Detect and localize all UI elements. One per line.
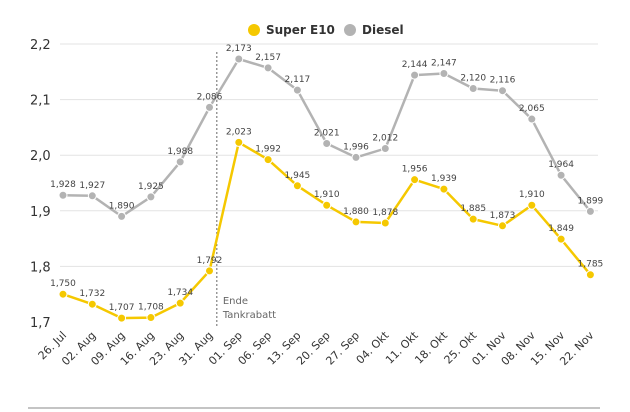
data-label: 1,885 [460, 204, 486, 214]
data-label: 1,890 [109, 201, 135, 211]
data-label: 1,750 [50, 279, 76, 289]
data-point [234, 54, 244, 64]
data-label: 1,785 [578, 260, 604, 270]
data-label: 1,878 [372, 208, 398, 218]
data-point [205, 266, 214, 276]
legend-label: Super E10 [266, 23, 335, 37]
data-point [322, 200, 332, 210]
data-label: 2,144 [402, 60, 428, 70]
data-label: 1,708 [138, 303, 164, 313]
data-point [234, 137, 244, 147]
series-line-0 [62, 141, 592, 320]
legend-item: Diesel [344, 23, 404, 37]
y-tick-label: 2,1 [30, 94, 51, 109]
data-label: 1,910 [519, 190, 545, 200]
data-point [87, 299, 97, 309]
data-point [146, 313, 156, 323]
data-point [146, 192, 156, 202]
legend-label: Diesel [362, 23, 404, 37]
data-label: 1,849 [548, 224, 574, 234]
data-point [498, 86, 507, 96]
data-label: 1,939 [431, 174, 457, 184]
data-point [292, 85, 302, 95]
data-label: 2,117 [285, 75, 311, 85]
data-point [205, 102, 214, 112]
data-point [58, 190, 68, 200]
series-points [58, 54, 595, 323]
y-axis: 1,7 1,8 1,9 2,0 2,1 2,2 [30, 38, 51, 331]
data-label: 1,988 [167, 147, 193, 157]
data-point [468, 83, 478, 93]
data-point [556, 234, 566, 244]
data-label: 2,023 [226, 127, 252, 137]
data-point [527, 114, 537, 124]
data-point [439, 68, 449, 78]
legend: Super E10 Diesel [248, 23, 404, 37]
data-point [498, 221, 507, 231]
data-label: 1,945 [285, 171, 311, 181]
data-point [380, 218, 390, 228]
data-label: 1,996 [343, 142, 369, 152]
data-label: 2,065 [519, 104, 545, 114]
data-point [585, 206, 595, 216]
y-tick-label: 1,8 [30, 260, 51, 275]
data-point [439, 184, 449, 194]
data-point [292, 181, 302, 191]
y-tick-label: 1,7 [30, 316, 51, 331]
data-label: 2,021 [314, 129, 340, 139]
data-point [556, 170, 566, 180]
data-label: 1,927 [79, 181, 105, 191]
legend-marker [248, 24, 260, 36]
y-tick-label: 2,2 [30, 38, 51, 53]
data-point [263, 63, 273, 73]
legend-marker [344, 24, 356, 36]
data-point [117, 211, 127, 221]
y-tick-label: 1,9 [30, 205, 51, 220]
data-label: 1,880 [343, 207, 369, 217]
data-label: 1,899 [578, 196, 604, 206]
data-label: 1,928 [50, 180, 76, 190]
annotation: Ende Tankrabatt [216, 52, 276, 326]
data-point [410, 175, 420, 185]
data-point [351, 152, 361, 162]
data-label: 2,157 [255, 53, 281, 63]
data-label: 1,925 [138, 182, 164, 192]
data-label: 1,873 [490, 211, 516, 221]
data-point [58, 289, 68, 299]
data-point [410, 70, 420, 80]
annotation-text: Tankrabatt [222, 310, 276, 321]
legend-item: Super E10 [248, 23, 335, 37]
data-point [117, 313, 127, 323]
data-label: 2,116 [490, 76, 516, 86]
data-point [87, 191, 97, 201]
data-point [468, 214, 478, 224]
data-label: 2,086 [197, 92, 223, 102]
data-label: 1,910 [314, 190, 340, 200]
data-label: 2,173 [226, 44, 252, 54]
data-point [380, 144, 390, 154]
data-point [351, 217, 361, 227]
data-label: 2,147 [431, 58, 457, 68]
data-label: 1,707 [109, 303, 135, 313]
data-label: 1,732 [79, 289, 105, 299]
data-point [585, 270, 595, 280]
data-label: 2,120 [460, 73, 486, 83]
annotation-text: Ende [223, 296, 248, 307]
data-point [322, 139, 332, 149]
data-label: 1,792 [197, 256, 223, 266]
data-point [175, 298, 185, 308]
data-label: 1,734 [167, 288, 193, 298]
data-point [175, 157, 185, 167]
data-label: 1,956 [402, 165, 428, 175]
data-label: 1,992 [255, 145, 281, 155]
data-point [527, 200, 537, 210]
y-tick-label: 2,0 [30, 149, 51, 164]
data-point [263, 155, 273, 165]
data-label: 2,012 [372, 134, 398, 144]
grid [60, 43, 598, 267]
data-label: 1,964 [548, 160, 574, 170]
